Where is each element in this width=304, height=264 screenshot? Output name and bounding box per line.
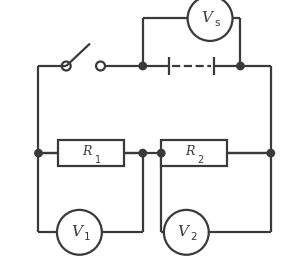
Circle shape [35, 149, 42, 157]
Bar [58, 140, 124, 166]
Circle shape [139, 62, 147, 70]
Text: 1: 1 [84, 232, 90, 242]
Circle shape [237, 62, 244, 70]
Text: V: V [202, 11, 212, 25]
Circle shape [139, 149, 147, 157]
Text: R: R [83, 145, 92, 158]
Text: R: R [186, 145, 195, 158]
Circle shape [267, 149, 275, 157]
Text: 2: 2 [198, 155, 204, 165]
Text: V: V [71, 225, 82, 239]
Circle shape [157, 149, 165, 157]
Text: 2: 2 [190, 232, 197, 242]
Text: 1: 1 [95, 155, 101, 165]
Text: V: V [178, 225, 189, 239]
Text: s: s [215, 18, 220, 28]
Bar [161, 140, 227, 166]
